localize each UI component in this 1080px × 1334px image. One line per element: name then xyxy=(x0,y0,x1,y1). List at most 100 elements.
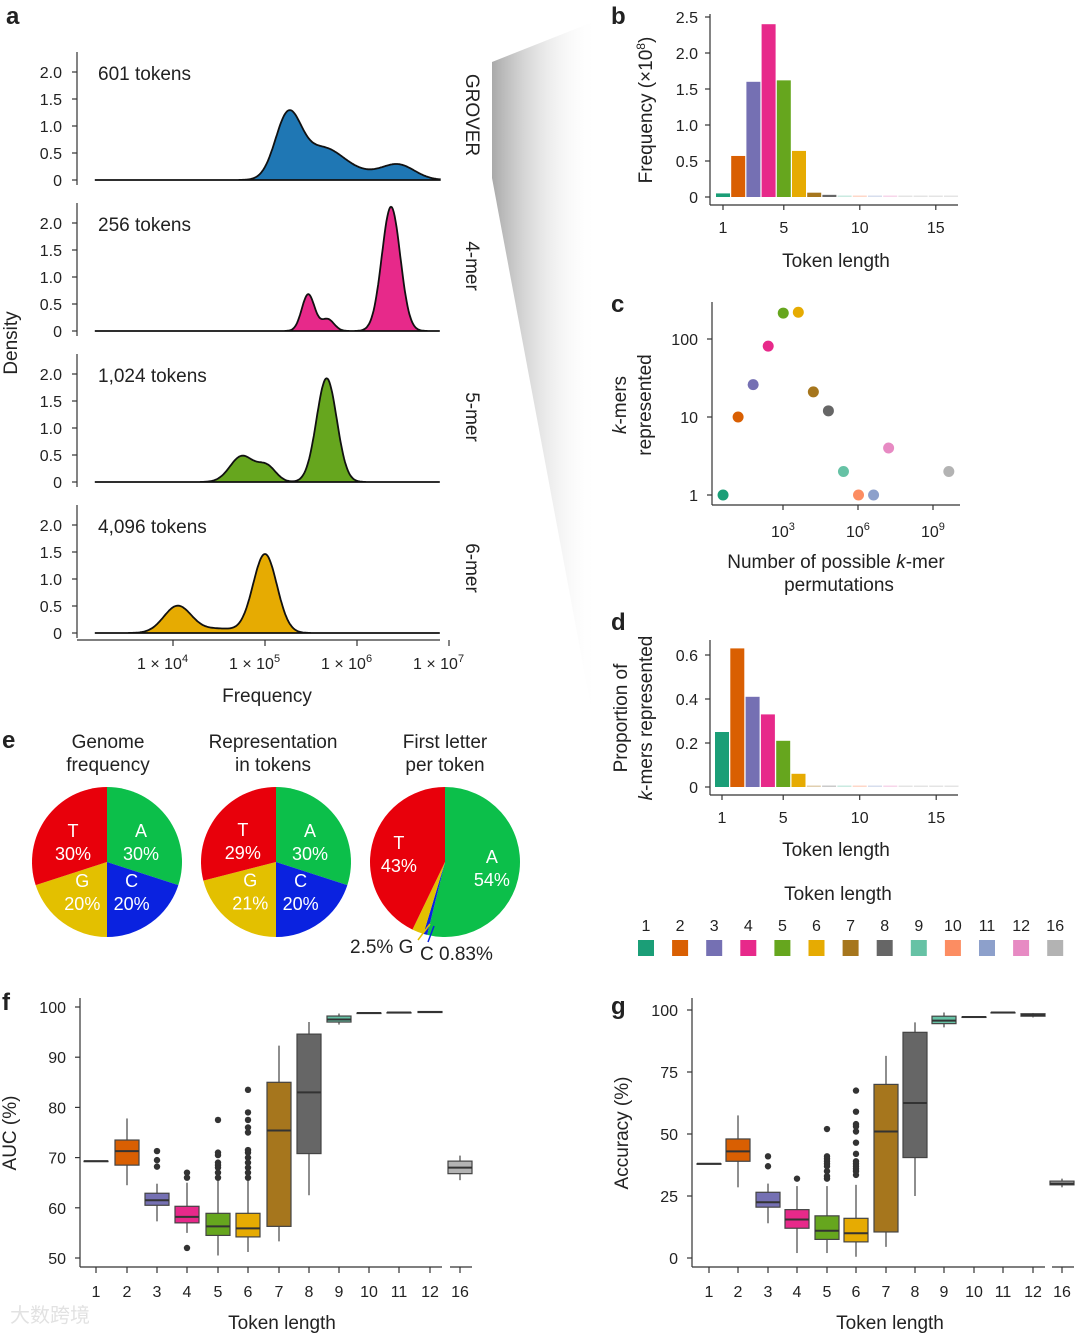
y-tick-label: 0.5 xyxy=(40,599,62,616)
y-tick-label: 1.0 xyxy=(40,572,62,589)
legend-swatch-1 xyxy=(638,940,654,956)
legend-swatch-12 xyxy=(1013,940,1030,956)
y-tick-label: 0 xyxy=(53,626,62,643)
bar-token-length-2 xyxy=(731,155,746,197)
outlier-point xyxy=(153,1156,161,1164)
panel-letter-b: b xyxy=(611,3,626,30)
x-tick-label: 12 xyxy=(421,1284,439,1301)
pie-slice-percent: 43% xyxy=(381,856,417,876)
boxplot-token-length-1 xyxy=(696,1162,722,1165)
pie-slice-A xyxy=(107,787,182,886)
y-tick-label: 0.2 xyxy=(676,736,698,753)
legend-swatch-11 xyxy=(979,940,995,956)
y-tick-label: 1.5 xyxy=(40,92,62,109)
pie-slice-letter: T xyxy=(237,820,248,840)
boxplot-token-length-2 xyxy=(725,1115,751,1188)
bar-token-length-8 xyxy=(822,194,837,197)
density-title: 256 tokens xyxy=(98,215,191,236)
box xyxy=(144,1192,170,1206)
bar-token-length-9 xyxy=(837,785,852,787)
bar-token-length-3 xyxy=(745,696,760,787)
leader-line xyxy=(417,923,431,941)
pie-slice-letter: C xyxy=(125,871,138,891)
y-axis-label: AUC (%) xyxy=(0,1096,21,1171)
boxplot-token-length-7 xyxy=(266,1045,292,1242)
x-tick-label: 5 xyxy=(214,1284,223,1301)
y-tick-label: 50 xyxy=(660,1127,678,1144)
x-tick-label: 1 xyxy=(705,1284,714,1301)
bar-token-length-12 xyxy=(883,785,898,787)
x-tick-label: 10 xyxy=(851,810,869,827)
pie-slice-percent: 30% xyxy=(292,844,328,864)
legend-swatch-4 xyxy=(740,940,757,956)
outlier-point xyxy=(183,1169,191,1176)
bar-token-length-11 xyxy=(868,195,882,197)
y-tick-label: 1.0 xyxy=(40,270,62,287)
y-axis-label-line1: k-mers xyxy=(610,376,631,434)
pie-slice-T xyxy=(370,787,445,930)
point-token-length-8 xyxy=(822,405,834,417)
bar-token-length-1 xyxy=(716,193,730,197)
pie-slice-A xyxy=(276,787,351,886)
x-tick-label: 10 xyxy=(965,1284,983,1301)
pie-slice-percent: 20% xyxy=(64,894,100,914)
pie-slice-G xyxy=(35,862,107,937)
x-tick-label: 6 xyxy=(852,1284,861,1301)
y-label-text: Frequency (×10 xyxy=(636,50,657,184)
pie-slice-T xyxy=(31,787,108,886)
outlier-point xyxy=(852,1087,860,1094)
point-token-length-6 xyxy=(792,306,804,318)
x-tick-label: 15 xyxy=(927,220,945,237)
x-axis-label: Token length xyxy=(782,840,890,861)
pie-title: per token xyxy=(405,755,484,776)
y-tick-label: 75 xyxy=(660,1065,678,1082)
y-axis-label: Density xyxy=(1,311,22,375)
bar-token-length-14 xyxy=(913,785,928,787)
density-title: 4,096 tokens xyxy=(98,517,207,538)
y-tick-label: 0.5 xyxy=(40,448,62,465)
x-tick-label: 10 xyxy=(851,220,869,237)
boxplot-token-length-5 xyxy=(814,1125,840,1254)
bar-token-length-15 xyxy=(929,785,944,787)
pie-title: frequency xyxy=(66,755,150,776)
watermark: 大数跨境 xyxy=(10,1304,90,1327)
boxplot-token-length-16 xyxy=(1049,1178,1075,1188)
legend-label: 16 xyxy=(1046,918,1064,935)
boxplot-token-length-10 xyxy=(961,1015,987,1019)
pie-slice-percent: 54% xyxy=(474,870,510,890)
y-tick-label: 0 xyxy=(689,190,698,207)
y-tick-label: 2.0 xyxy=(676,46,698,63)
legend-label: 1 xyxy=(642,918,651,935)
outlier-point xyxy=(852,1139,860,1146)
pie-slice-percent: 30% xyxy=(123,844,159,864)
x-tick-label: 109 xyxy=(921,521,945,541)
bar-token-length-3 xyxy=(746,81,761,197)
x-tick-label: 2 xyxy=(123,1284,132,1301)
legend-swatch-3 xyxy=(706,940,723,956)
panel-letter-g: g xyxy=(611,993,626,1020)
x-axis-label-line2: permutations xyxy=(784,575,894,596)
y-tick-label: 1.5 xyxy=(40,243,62,260)
pie-title: in tokens xyxy=(235,755,311,776)
x-tick-label: 9 xyxy=(335,1284,344,1301)
x-tick-label: 8 xyxy=(305,1284,314,1301)
x-tick-label: 6 xyxy=(244,1284,253,1301)
y-tick-label: 0 xyxy=(53,324,62,341)
density-label: 4-mer xyxy=(461,241,482,291)
outlier-point xyxy=(244,1164,252,1171)
outlier-point xyxy=(244,1129,252,1136)
x-axis-label: Frequency xyxy=(222,686,312,707)
bar-token-length-16 xyxy=(944,785,959,787)
bar-token-length-10 xyxy=(852,195,867,197)
x-axis-label-line1: Number of possible k-mer xyxy=(727,552,945,573)
legend-label: 12 xyxy=(1012,918,1030,935)
box xyxy=(205,1212,231,1237)
y-axis-label: Frequency (×108) xyxy=(634,37,657,184)
boxplot-token-length-6 xyxy=(843,1087,869,1257)
boxplot-token-length-4 xyxy=(784,1175,810,1254)
point-token-length-3 xyxy=(747,379,759,391)
point-token-length-1 xyxy=(717,489,729,501)
y-tick-label: 25 xyxy=(660,1189,678,1206)
x-tick-label: 1 × 106 xyxy=(321,653,372,673)
k-italic: k xyxy=(610,423,631,434)
